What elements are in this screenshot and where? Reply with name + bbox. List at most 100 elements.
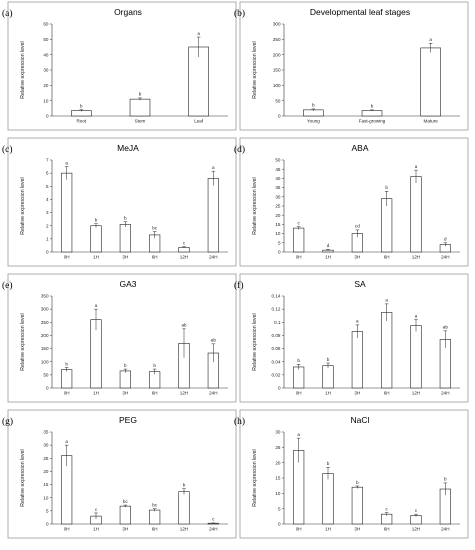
y-tick-label: 4 [46,197,49,202]
y-tick-label: 200 [273,52,281,57]
bar [178,491,190,525]
panel-title: SA [354,279,366,289]
panel-letter: (e) [2,280,13,291]
x-tick-label: 1H [325,255,331,260]
bar [178,247,190,253]
y-tick-label: 150 [273,68,281,73]
y-tick-label: 0 [278,522,281,527]
y-tick-label: 25 [275,204,281,209]
y-tick-label: 200 [41,333,49,338]
bar [188,46,209,117]
y-tick-label: 6 [46,171,49,176]
significance-letter: d [444,237,447,242]
panel-letter: (c) [2,144,13,155]
significance-letter: c [386,506,389,511]
significance-letter: a [197,31,200,36]
chart-panel-3: (c) MeJA Relative expression level 0 1 2 3 4 5 6 7… [2,137,237,267]
y-tick-label: 10 [43,98,49,103]
y-tick-label: 30 [275,194,281,199]
y-tick-label: 0 [46,250,49,255]
panel-title: MeJA [117,143,139,153]
x-tick-label: 12H [180,527,188,532]
x-tick-label: 0H [296,527,302,532]
y-tick-label: 20 [275,460,281,465]
panel-letter: (g) [2,416,13,427]
panel-letter: (d) [234,144,245,155]
significance-letter: bc [123,499,129,504]
x-tick-label: Stem [135,119,146,124]
y-tick-label: 0.04 [272,359,281,364]
significance-letter: ab [181,323,187,328]
y-tick-label: 45 [275,167,281,172]
significance-letter: b [124,216,127,221]
significance-letter: b [183,483,186,488]
y-tick-label: 350 [41,294,49,299]
significance-letter: b [327,357,330,362]
significance-letter: d [327,243,330,248]
y-tick-label: 0 [46,522,49,527]
x-tick-label: 3H [354,255,360,260]
x-tick-label: 0H [64,527,70,532]
significance-letter: b [95,218,98,223]
y-tick-label: 0 [46,386,49,391]
panel-title: Organs [114,7,142,17]
significance-letter: b [80,104,83,109]
y-tick-label: 10 [275,491,281,496]
y-axis-label: Relative expression level [20,177,26,234]
panel-title: Developmental leaf stages [310,7,410,17]
y-tick-label: 100 [273,83,281,88]
panel-frame [7,409,237,539]
y-tick-label: 0.06 [272,346,281,351]
y-tick-label: 40 [43,52,49,57]
bar [90,225,102,253]
significance-letter: a [385,298,388,303]
significance-letter: a [297,432,300,437]
y-tick-label: 3 [46,210,49,215]
panel-frame [7,137,237,267]
panel-frame [7,273,237,403]
y-tick-label: 0 [46,114,49,119]
bar [61,172,73,253]
x-tick-label: 3H [122,255,128,260]
y-tick-label: 20 [43,83,49,88]
y-axis-label: Relative expression level [252,41,258,98]
y-tick-label: 60 [43,22,49,27]
significance-letter: b [327,461,330,466]
panel-frame [239,1,469,131]
x-tick-label: 6H [384,527,390,532]
chart-panel-4: (d) ABA Relative expression level 0 5 10 15 20 2… [234,137,469,267]
y-tick-label: 0.02 [272,372,281,377]
x-tick-label: 0H [64,255,70,260]
bar [381,312,393,389]
significance-letter: b [312,103,315,108]
y-tick-label: 50 [43,37,49,42]
y-axis-label: Relative expression level [20,41,26,98]
y-tick-label: 50 [43,372,49,377]
significance-letter: b [297,358,300,363]
x-tick-label: Fast-growing [359,119,386,124]
y-axis-label: Relative expression level [252,449,258,506]
bar [410,176,422,253]
chart-panel-7: (g) PEG Relative expression level 0 5 10 15 20 2… [2,409,237,539]
significance-letter: b [124,363,127,368]
bar [322,365,334,389]
y-tick-label: 10 [43,495,49,500]
x-tick-label: 0H [296,255,302,260]
significance-letter: c [298,220,301,225]
x-tick-label: 1H [93,527,99,532]
bar [410,515,422,525]
bar [420,47,441,117]
x-tick-label: 24H [209,527,217,532]
bar [361,110,383,117]
x-tick-label: 12H [180,391,188,396]
bar [351,331,363,389]
chart-panel-1: (a) Organs Relative expression level 0 10 20 3… [2,1,237,131]
significance-letter: b [153,363,156,368]
significance-letter: c [415,508,418,513]
y-tick-label: 15 [275,476,281,481]
y-tick-label: 0 [278,250,281,255]
significance-letter: a [429,37,432,42]
y-tick-label: 30 [43,68,49,73]
x-tick-label: 6H [152,255,158,260]
y-tick-label: 0.14 [272,294,281,299]
